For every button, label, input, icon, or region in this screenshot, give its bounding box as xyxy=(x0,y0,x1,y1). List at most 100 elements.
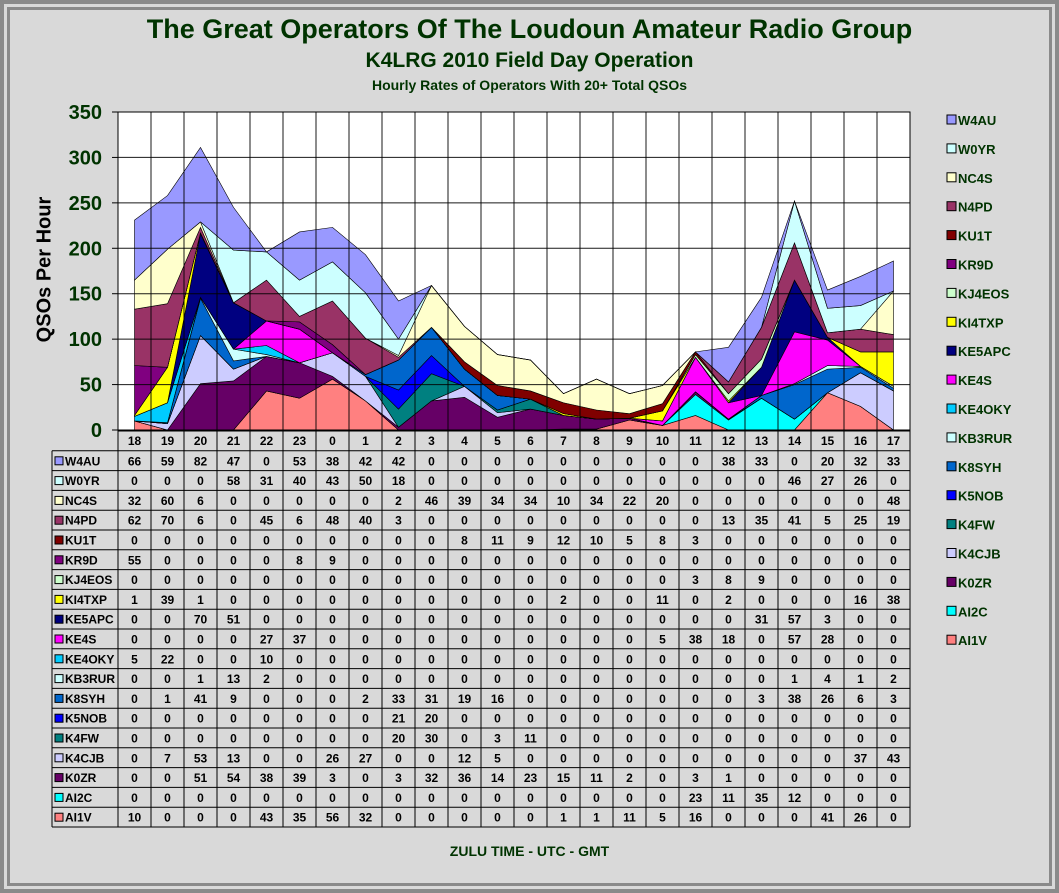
data-label: 0 xyxy=(395,633,402,647)
data-label: 42 xyxy=(392,454,406,468)
data-label: 0 xyxy=(791,712,798,726)
data-label: 0 xyxy=(395,613,402,627)
data-label: 0 xyxy=(692,474,699,488)
data-label: 12 xyxy=(557,534,571,548)
data-label: 50 xyxy=(359,474,373,488)
data-label: 11 xyxy=(524,732,537,746)
legend-entry-ke4oky: KE4OKY xyxy=(958,402,1012,417)
data-label: 55 xyxy=(128,553,142,567)
table-row-label: N4PD xyxy=(65,514,97,528)
data-label: 0 xyxy=(428,534,435,548)
legend-swatch-w4au xyxy=(54,456,64,466)
data-label: 0 xyxy=(890,791,897,805)
x-tick-label: 2 xyxy=(395,434,402,448)
data-label: 0 xyxy=(758,494,765,508)
data-label: 0 xyxy=(626,692,633,706)
data-label: 0 xyxy=(428,573,435,587)
data-label: 0 xyxy=(230,573,237,587)
data-label: 0 xyxy=(263,534,270,548)
data-label: 0 xyxy=(527,593,534,607)
data-label: 3 xyxy=(395,514,402,528)
data-label: 5 xyxy=(131,652,138,666)
y-tick-label: 50 xyxy=(80,375,102,397)
data-label: 0 xyxy=(230,652,237,666)
data-label: 9 xyxy=(527,534,534,548)
data-label: 0 xyxy=(758,811,765,825)
data-label: 0 xyxy=(461,553,468,567)
data-label: 0 xyxy=(890,633,897,647)
legend-swatch-nc4s xyxy=(54,495,64,505)
data-label: 41 xyxy=(821,811,835,825)
data-label: 10 xyxy=(590,534,604,548)
data-label: 0 xyxy=(329,494,336,508)
data-label: 0 xyxy=(263,712,270,726)
data-label: 10 xyxy=(260,652,274,666)
data-label: 82 xyxy=(194,454,208,468)
data-label: 0 xyxy=(428,553,435,567)
data-label: 0 xyxy=(296,494,303,508)
data-label: 0 xyxy=(890,652,897,666)
data-label: 0 xyxy=(131,613,138,627)
data-label: 20 xyxy=(656,494,670,508)
data-label: 0 xyxy=(131,672,138,686)
table-row-label: KB3RUR xyxy=(65,672,115,686)
data-label: 0 xyxy=(164,672,171,686)
data-label: 2 xyxy=(263,672,270,686)
data-label: 0 xyxy=(230,712,237,726)
data-label: 0 xyxy=(857,534,864,548)
data-label: 0 xyxy=(725,534,732,548)
y-tick-label: 100 xyxy=(69,329,102,351)
legend-entry-ke4s: KE4S xyxy=(958,373,992,388)
legend-entry-kj4eos: KJ4EOS xyxy=(958,286,1010,301)
data-label: 25 xyxy=(854,514,868,528)
data-label: 0 xyxy=(428,474,435,488)
data-label: 0 xyxy=(494,652,501,666)
data-label: 0 xyxy=(461,633,468,647)
data-label: 8 xyxy=(725,573,732,587)
table-row-label: AI2C xyxy=(65,791,93,805)
data-label: 46 xyxy=(425,494,439,508)
legend-entry-ki4txp: KI4TXP xyxy=(958,315,1004,330)
data-label: 0 xyxy=(593,613,600,627)
data-label: 43 xyxy=(260,811,274,825)
data-label: 35 xyxy=(755,514,769,528)
data-label: 19 xyxy=(887,514,901,528)
data-label: 0 xyxy=(164,613,171,627)
data-label: 0 xyxy=(659,672,666,686)
legend-swatch xyxy=(946,576,957,587)
data-label: 0 xyxy=(263,553,270,567)
data-label: 0 xyxy=(395,751,402,765)
data-label: 0 xyxy=(527,454,534,468)
data-label: 0 xyxy=(725,732,732,746)
data-label: 0 xyxy=(362,593,369,607)
data-label: 40 xyxy=(359,514,373,528)
data-label: 0 xyxy=(230,633,237,647)
data-label: 0 xyxy=(659,791,666,805)
data-label: 62 xyxy=(128,514,142,528)
data-label: 0 xyxy=(593,712,600,726)
data-label: 11 xyxy=(590,771,603,785)
data-label: 0 xyxy=(461,474,468,488)
data-label: 0 xyxy=(791,771,798,785)
data-label: 1 xyxy=(593,811,600,825)
data-label: 0 xyxy=(494,811,501,825)
data-label: 0 xyxy=(692,613,699,627)
data-label: 0 xyxy=(131,732,138,746)
data-label: 3 xyxy=(824,613,831,627)
data-label: 0 xyxy=(593,732,600,746)
data-label: 0 xyxy=(527,811,534,825)
data-label: 12 xyxy=(458,751,472,765)
data-label: 8 xyxy=(296,553,303,567)
legend-entry-ke5apc: KE5APC xyxy=(958,344,1011,359)
x-tick-label: 0 xyxy=(329,434,336,448)
data-label: 16 xyxy=(689,811,703,825)
data-label: 13 xyxy=(227,751,241,765)
data-label: 53 xyxy=(293,454,307,468)
data-label: 0 xyxy=(263,732,270,746)
data-label: 0 xyxy=(461,652,468,666)
data-label: 1 xyxy=(791,672,798,686)
data-label: 60 xyxy=(161,494,175,508)
data-label: 2 xyxy=(725,593,732,607)
legend-swatch xyxy=(946,432,957,443)
table-row-label: W4AU xyxy=(65,454,100,468)
